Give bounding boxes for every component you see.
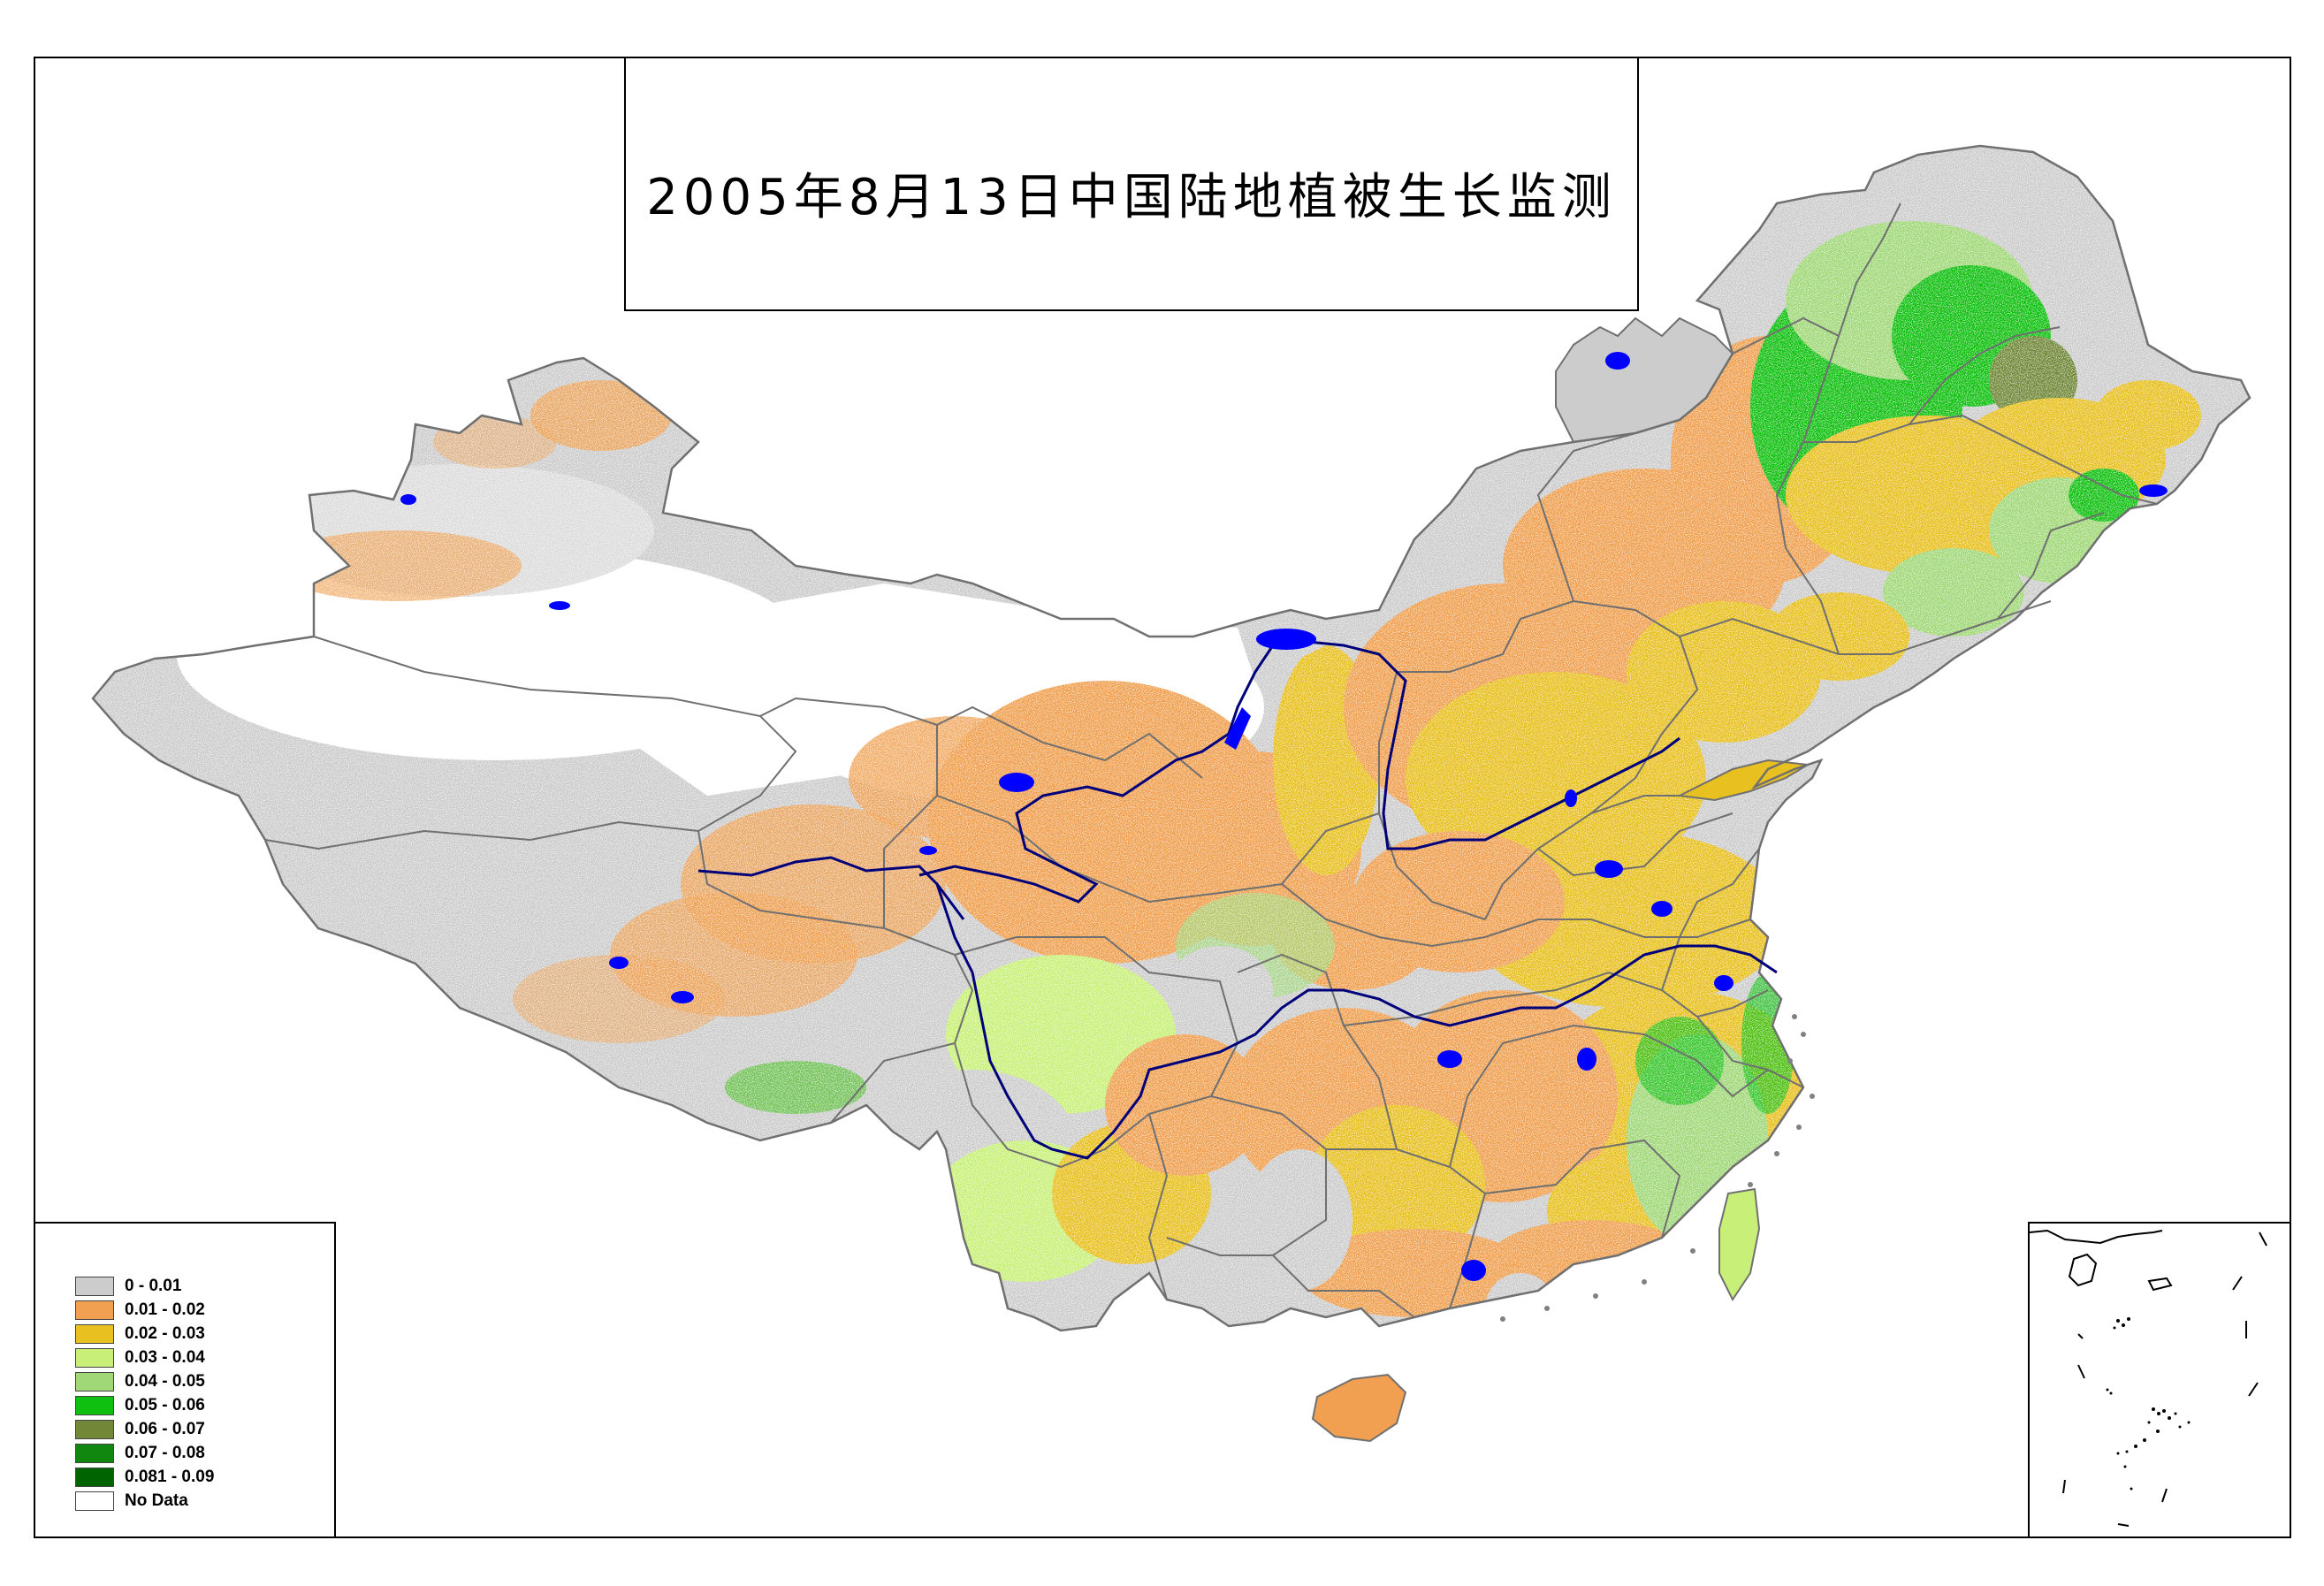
legend-item: 0.07 - 0.08: [75, 1443, 205, 1464]
legend-label: No Data: [125, 1491, 188, 1510]
legend-item: 0.06 - 0.07: [75, 1419, 205, 1440]
legend-swatch: [75, 1444, 114, 1463]
legend-swatch: [75, 1372, 114, 1392]
legend-swatch: [75, 1324, 114, 1344]
shandong-peninsula: [1676, 759, 1811, 802]
inset-islands: [2106, 1317, 2191, 1491]
legend-item: No Data: [75, 1491, 188, 1512]
south-china-sea-inset: [2028, 1222, 2291, 1538]
legend-swatch: [75, 1468, 114, 1487]
coastal-islands: [1500, 1014, 1815, 1322]
inset-map: [2030, 1229, 2267, 1527]
legend-label: 0.02 - 0.03: [125, 1324, 205, 1343]
legend-label: 0.05 - 0.06: [125, 1396, 205, 1414]
legend-label: 0.01 - 0.02: [125, 1300, 205, 1319]
legend-swatch: [75, 1348, 114, 1368]
legend-swatch: [75, 1396, 114, 1415]
map-title: 2005年8月13日中国陆地植被生长监测: [646, 168, 1617, 226]
hainan-island: [1311, 1373, 1407, 1443]
legend-item: 0.02 - 0.03: [75, 1323, 205, 1345]
legend-label: 0 - 0.01: [125, 1277, 182, 1295]
lakes: [400, 352, 2168, 1281]
legend-item: 0.03 - 0.04: [75, 1347, 205, 1369]
legend-swatch: [75, 1420, 114, 1439]
legend-swatch: [75, 1300, 114, 1320]
rivers: [697, 639, 1778, 1160]
legend-label: 0.03 - 0.04: [125, 1348, 205, 1367]
legend-item: 0 - 0.01: [75, 1276, 181, 1297]
legend-swatch: [75, 1277, 114, 1296]
province-boundaries: [264, 202, 2158, 1318]
legend-label: 0.04 - 0.05: [125, 1372, 205, 1391]
taiwan-island: [1718, 1187, 1761, 1301]
legend-item: 0.04 - 0.05: [75, 1371, 205, 1392]
legend-item: 0.05 - 0.06: [75, 1395, 205, 1416]
title-box: 2005年8月13日中国陆地植被生长监测: [624, 57, 1639, 311]
legend: 0 - 0.01 0.01 - 0.02 0.02 - 0.03 0.03 - …: [34, 1222, 336, 1538]
legend-swatch: [75, 1491, 114, 1511]
legend-item: 0.01 - 0.02: [75, 1300, 205, 1321]
legend-label: 0.07 - 0.08: [125, 1444, 205, 1462]
legend-label: 0.06 - 0.07: [125, 1420, 205, 1438]
legend-label: 0.081 - 0.09: [125, 1468, 215, 1486]
legend-item: 0.081 - 0.09: [75, 1467, 214, 1488]
